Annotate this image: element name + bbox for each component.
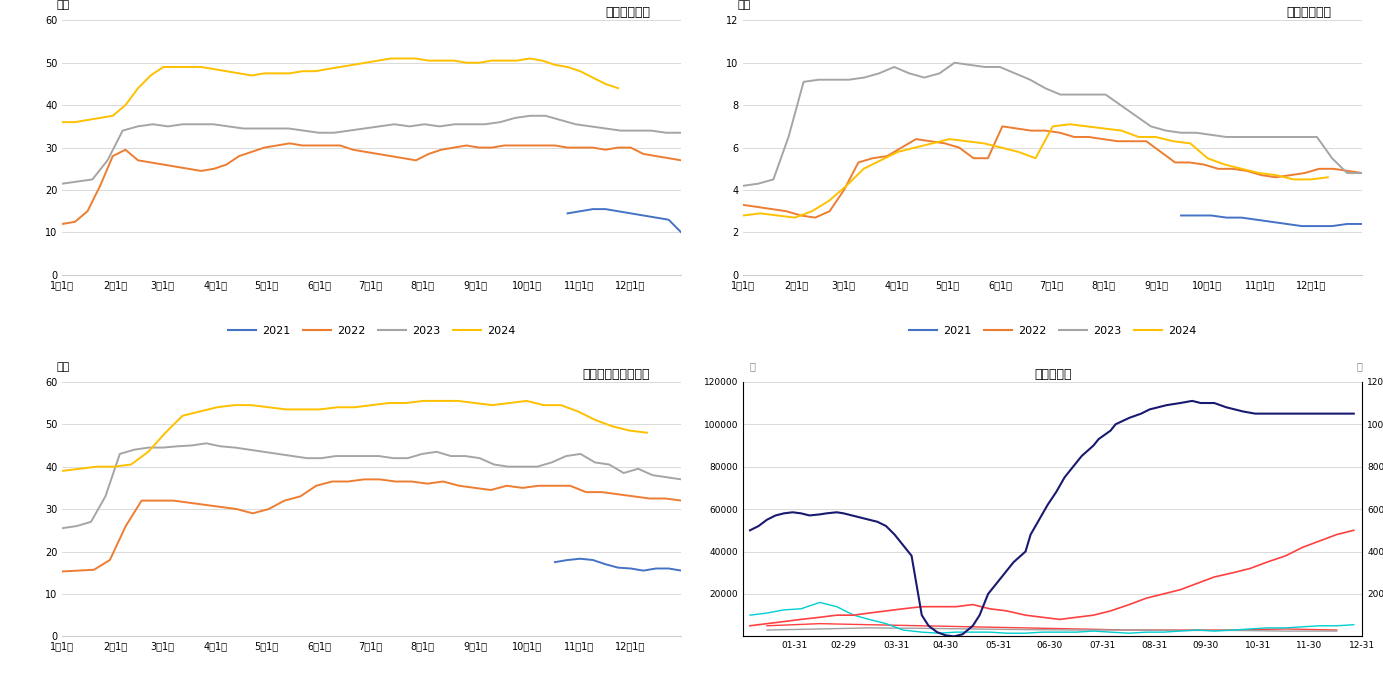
Text: 华东样本库存: 华东样本库存 (606, 6, 650, 19)
Text: 万吨: 万吨 (57, 0, 69, 10)
Text: 华东华南样本总库存: 华东华南样本总库存 (582, 368, 650, 380)
Text: 单: 单 (750, 362, 755, 372)
Legend: 2021, 2022, 2023, 2024: 2021, 2022, 2023, 2024 (904, 322, 1200, 341)
Text: 华南样本库存: 华南样本库存 (1286, 6, 1332, 19)
Legend: 2021, 2022, 2023, 2024: 2021, 2022, 2023, 2024 (224, 322, 520, 341)
Text: 万吨: 万吨 (57, 362, 69, 372)
Title: 注册仓单量: 注册仓单量 (1034, 368, 1072, 380)
Text: 单: 单 (1357, 362, 1362, 372)
Text: 万吨: 万吨 (737, 0, 750, 10)
